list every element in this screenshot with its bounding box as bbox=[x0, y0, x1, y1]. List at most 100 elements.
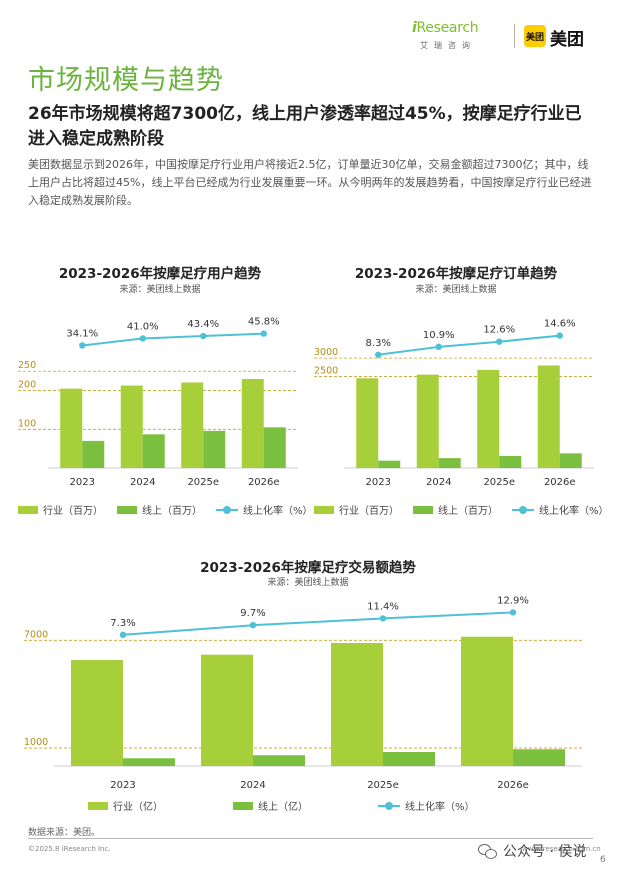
transaction-chart-plot: 1000 7000 2023 2024 2025e 2026e 7.3% 9.7% 11.4% 1… bbox=[24, 595, 582, 791]
rate-label: 12.9% bbox=[497, 595, 529, 606]
chart-title: 2023-2026年按摩足疗订单趋势 bbox=[354, 266, 558, 282]
rate-line bbox=[378, 334, 560, 356]
legend-line-swatch bbox=[378, 801, 400, 810]
rate-point bbox=[375, 351, 382, 358]
x-tick-label: 2023 bbox=[366, 477, 391, 488]
bar-online bbox=[438, 458, 461, 468]
legend-item: 线上化率（%） bbox=[378, 798, 475, 813]
legend-item: 线上化率（%） bbox=[512, 502, 609, 517]
rate-point bbox=[556, 332, 563, 339]
bar-industry bbox=[71, 660, 123, 766]
bar-online bbox=[559, 453, 582, 468]
rate-label: 14.6% bbox=[544, 319, 576, 330]
watermark-text: 公众号 · 侯说 bbox=[503, 844, 587, 860]
rate-point bbox=[119, 631, 127, 638]
wechat-icon bbox=[478, 842, 498, 860]
rate-point bbox=[496, 338, 503, 345]
legend-label: 线上（百万） bbox=[142, 506, 202, 517]
bar-industry bbox=[241, 378, 264, 468]
orders-trend-chart: 2023-2026年按摩足疗订单趋势 来源：美团线上数据 2500 3000 202… bbox=[314, 258, 609, 520]
x-tick-label: 2025e bbox=[483, 477, 515, 488]
rate-point bbox=[79, 342, 86, 349]
legend-line-swatch bbox=[216, 505, 238, 514]
rate-label: 9.7% bbox=[240, 608, 265, 619]
legend-swatch bbox=[117, 505, 137, 514]
iresearch-name: Research bbox=[416, 20, 479, 36]
legend-swatch bbox=[413, 505, 433, 514]
bar-industry bbox=[356, 378, 379, 468]
legend-label: 线上化率（%） bbox=[405, 802, 475, 813]
iresearch-mark: i bbox=[412, 20, 417, 36]
bar-online bbox=[513, 749, 565, 766]
legend-item: 线上（百万） bbox=[413, 502, 498, 517]
legend-label: 线上（亿） bbox=[258, 802, 308, 813]
data-source-note: 数据来源：美团。 bbox=[28, 828, 101, 838]
copyright: ©2025.8 iResearch Inc. bbox=[28, 845, 111, 853]
legend-swatch bbox=[88, 801, 108, 810]
bar-industry bbox=[181, 382, 204, 468]
legend-item: 行业（百万） bbox=[18, 502, 103, 517]
legend-item: 线上化率（%） bbox=[216, 502, 313, 517]
x-tick-label: 2026e bbox=[497, 780, 529, 791]
rate-label: 12.6% bbox=[483, 325, 515, 336]
bar-online bbox=[263, 427, 286, 468]
logo-divider bbox=[514, 24, 515, 48]
bar-online bbox=[203, 430, 226, 468]
y-tick-label: 2500 bbox=[314, 365, 338, 376]
y-tick-label: 250 bbox=[18, 360, 36, 371]
rate-label: 10.9% bbox=[423, 330, 455, 341]
chart-legend: 行业（亿） 线上（亿） 线上化率（%） bbox=[88, 798, 545, 813]
chart-source: 来源：美团线上数据 bbox=[415, 285, 497, 295]
chart-title: 2023-2026年按摩足疗交易额趋势 bbox=[200, 560, 416, 576]
bar-industry bbox=[537, 365, 560, 468]
bar-online bbox=[499, 455, 522, 468]
page-number: 6 bbox=[600, 855, 606, 865]
rate-label: 43.4% bbox=[187, 319, 219, 330]
y-tick-label: 7000 bbox=[24, 629, 48, 640]
legend-label: 线上化率（%） bbox=[243, 506, 313, 517]
headline: 26年市场规模将超7300亿，线上用户渗透率超过45%，按摩足疗行业已进入稳定成… bbox=[28, 104, 582, 149]
rate-point bbox=[379, 615, 387, 622]
bar-industry bbox=[60, 388, 83, 468]
y-tick-label: 3000 bbox=[314, 347, 338, 358]
footer-divider bbox=[28, 838, 593, 839]
bar-online bbox=[142, 434, 165, 468]
legend-swatch bbox=[18, 505, 38, 514]
rate-label: 34.1% bbox=[66, 328, 98, 339]
x-tick-label: 2024 bbox=[130, 477, 155, 488]
chart-source: 来源：美团线上数据 bbox=[119, 285, 201, 295]
page-title: 市场规模与趋势 bbox=[28, 65, 224, 96]
legend-label: 线上化率（%） bbox=[539, 506, 609, 517]
bar-online bbox=[253, 755, 305, 766]
bar-online bbox=[383, 751, 435, 766]
bar-industry bbox=[461, 636, 513, 766]
header-logos: iResearch 艾瑞咨询 美团 美团 bbox=[412, 18, 602, 54]
users-trend-chart: 2023-2026年按摩足疗用户趋势 来源：美团线上数据 100 200 250 20… bbox=[18, 258, 313, 520]
transaction-trend-chart: 2023-2026年按摩足疗交易额趋势 来源：美团线上数据 1000 7000 20… bbox=[18, 556, 598, 814]
intro-paragraph: 美团数据显示到2026年，中国按摩足疗行业用户将接近2.5亿，订单量近30亿单，… bbox=[28, 158, 592, 207]
y-tick-label: 200 bbox=[18, 380, 36, 391]
bar-industry bbox=[331, 643, 383, 766]
chart-legend: 行业（百万） 线上（百万） 线上化率（%） bbox=[18, 502, 327, 517]
rate-point bbox=[509, 609, 517, 616]
bar-online bbox=[82, 440, 105, 468]
rate-label: 45.8% bbox=[248, 317, 280, 328]
rate-point bbox=[139, 335, 146, 342]
chart-source: 来源：美团线上数据 bbox=[267, 578, 349, 588]
x-tick-label: 2026e bbox=[248, 477, 280, 488]
rate-label: 8.3% bbox=[366, 338, 391, 349]
legend-line-swatch bbox=[512, 505, 534, 514]
rate-label: 41.0% bbox=[127, 321, 159, 332]
legend-item: 线上（亿） bbox=[233, 798, 308, 813]
rate-label: 11.4% bbox=[367, 601, 399, 612]
legend-label: 行业（百万） bbox=[43, 506, 103, 517]
y-tick-label: 100 bbox=[18, 418, 36, 429]
legend-item: 行业（亿） bbox=[88, 798, 163, 813]
chart-legend: 行业（百万） 线上（百万） 线上化率（%） bbox=[314, 502, 620, 517]
legend-label: 行业（百万） bbox=[339, 506, 399, 517]
chart-title: 2023-2026年按摩足疗用户趋势 bbox=[58, 266, 262, 282]
rate-label: 7.3% bbox=[110, 618, 135, 629]
website-link[interactable]: www.iresearch.com.cn bbox=[522, 845, 601, 853]
x-tick-label: 2023 bbox=[110, 780, 135, 791]
bar-industry bbox=[477, 369, 500, 468]
